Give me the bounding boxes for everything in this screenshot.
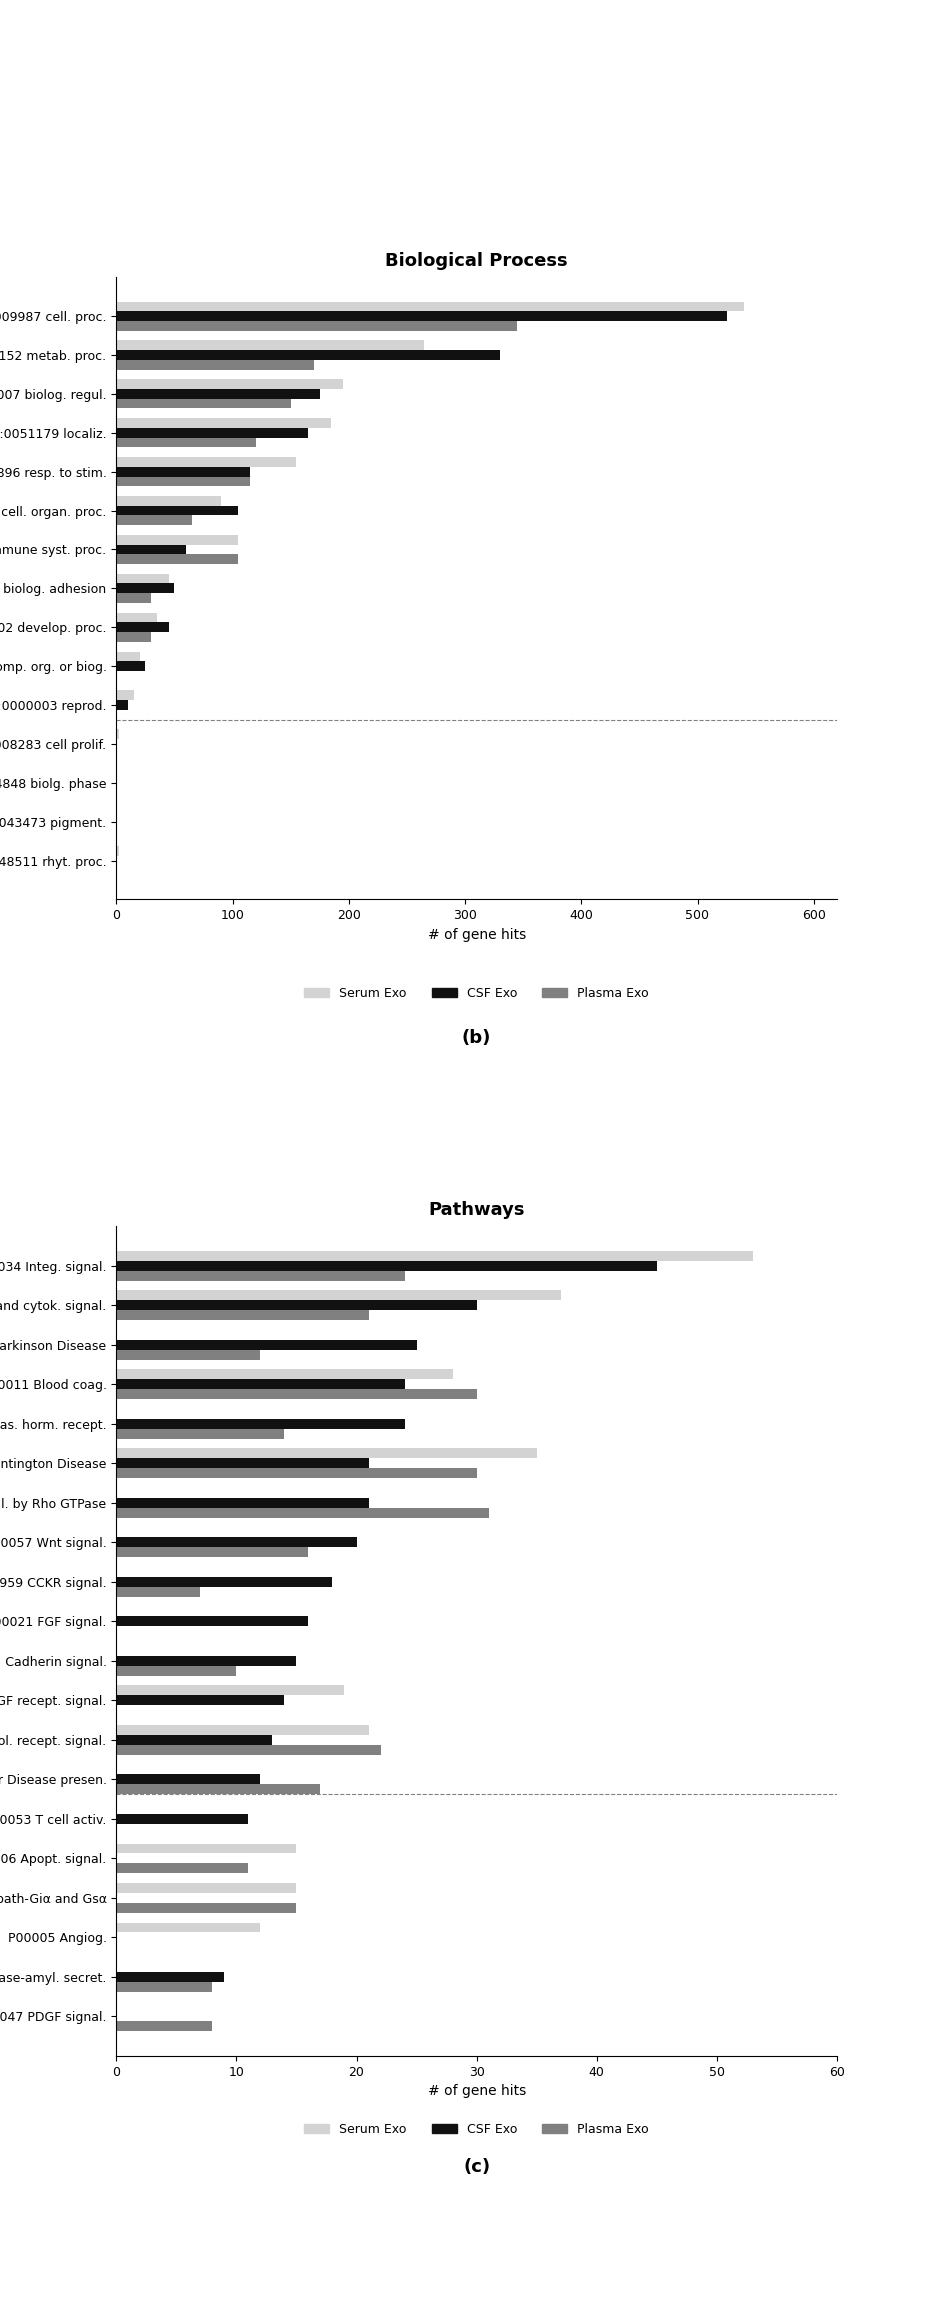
Bar <box>116 312 726 321</box>
Title: Biological Process: Biological Process <box>385 252 568 270</box>
Bar <box>116 427 308 437</box>
Bar <box>116 700 127 709</box>
Bar <box>116 1458 368 1469</box>
Bar <box>116 621 168 633</box>
Bar <box>116 1349 260 1361</box>
Bar <box>116 1469 476 1478</box>
Bar <box>116 1617 309 1626</box>
Bar <box>116 1774 260 1783</box>
Bar <box>116 351 500 360</box>
Bar <box>116 476 250 485</box>
Bar <box>116 497 221 506</box>
Bar <box>116 1340 417 1349</box>
Bar <box>116 1578 332 1587</box>
Bar <box>116 457 297 467</box>
Bar <box>116 1538 356 1548</box>
Bar <box>116 1291 561 1301</box>
Bar <box>116 1497 368 1508</box>
Bar <box>116 1813 248 1825</box>
Bar <box>116 691 134 700</box>
Bar <box>116 1686 344 1696</box>
Bar <box>116 730 119 739</box>
Bar <box>116 1744 380 1756</box>
Bar <box>116 612 157 621</box>
Bar <box>116 321 517 330</box>
Bar <box>116 1783 321 1795</box>
Bar <box>116 573 168 584</box>
Bar <box>116 1428 285 1439</box>
Text: (b): (b) <box>462 1028 491 1046</box>
Bar <box>116 340 424 351</box>
X-axis label: # of gene hits: # of gene hits <box>428 929 525 942</box>
Bar <box>116 584 175 594</box>
Bar <box>116 1418 405 1428</box>
Bar <box>116 1982 212 1991</box>
Bar <box>116 1508 488 1518</box>
Bar <box>116 437 256 448</box>
Bar <box>116 661 145 670</box>
Bar <box>116 360 313 370</box>
Bar <box>116 303 744 312</box>
Bar <box>116 1864 248 1873</box>
Bar <box>116 1388 476 1400</box>
Bar <box>116 1726 368 1735</box>
Bar <box>116 1656 297 1666</box>
Bar <box>116 1310 368 1319</box>
Bar <box>116 379 343 388</box>
Legend: Serum Exo, CSF Exo, Plasma Exo: Serum Exo, CSF Exo, Plasma Exo <box>299 2118 654 2141</box>
Bar <box>116 845 119 855</box>
Bar <box>116 545 186 554</box>
Bar <box>116 2021 212 2030</box>
Bar <box>116 1252 753 1261</box>
Bar <box>116 594 151 603</box>
Bar <box>116 1261 657 1270</box>
Bar <box>116 1973 224 1982</box>
Bar <box>116 467 250 476</box>
Bar <box>116 1903 297 1913</box>
Bar <box>116 554 238 564</box>
Bar <box>116 418 331 427</box>
Bar <box>116 1696 285 1705</box>
Bar <box>116 1448 537 1458</box>
Bar <box>116 506 238 515</box>
Bar <box>116 1735 272 1744</box>
Bar <box>116 1270 405 1280</box>
Bar <box>116 1587 200 1596</box>
X-axis label: # of gene hits: # of gene hits <box>428 2084 525 2097</box>
Text: (c): (c) <box>463 2158 490 2176</box>
Bar <box>116 1548 309 1557</box>
Bar <box>116 633 151 642</box>
Bar <box>116 1922 260 1933</box>
Bar <box>116 1666 236 1675</box>
Bar <box>116 1379 405 1388</box>
Bar <box>116 651 140 661</box>
Bar <box>116 1843 297 1853</box>
Bar <box>116 536 238 545</box>
Bar <box>116 1301 476 1310</box>
Bar <box>116 515 192 524</box>
Bar <box>116 388 320 400</box>
Bar <box>116 1370 453 1379</box>
Legend: Serum Exo, CSF Exo, Plasma Exo: Serum Exo, CSF Exo, Plasma Exo <box>299 982 654 1005</box>
Bar <box>116 1883 297 1892</box>
Title: Pathways: Pathways <box>429 1201 525 1220</box>
Bar <box>116 400 290 409</box>
